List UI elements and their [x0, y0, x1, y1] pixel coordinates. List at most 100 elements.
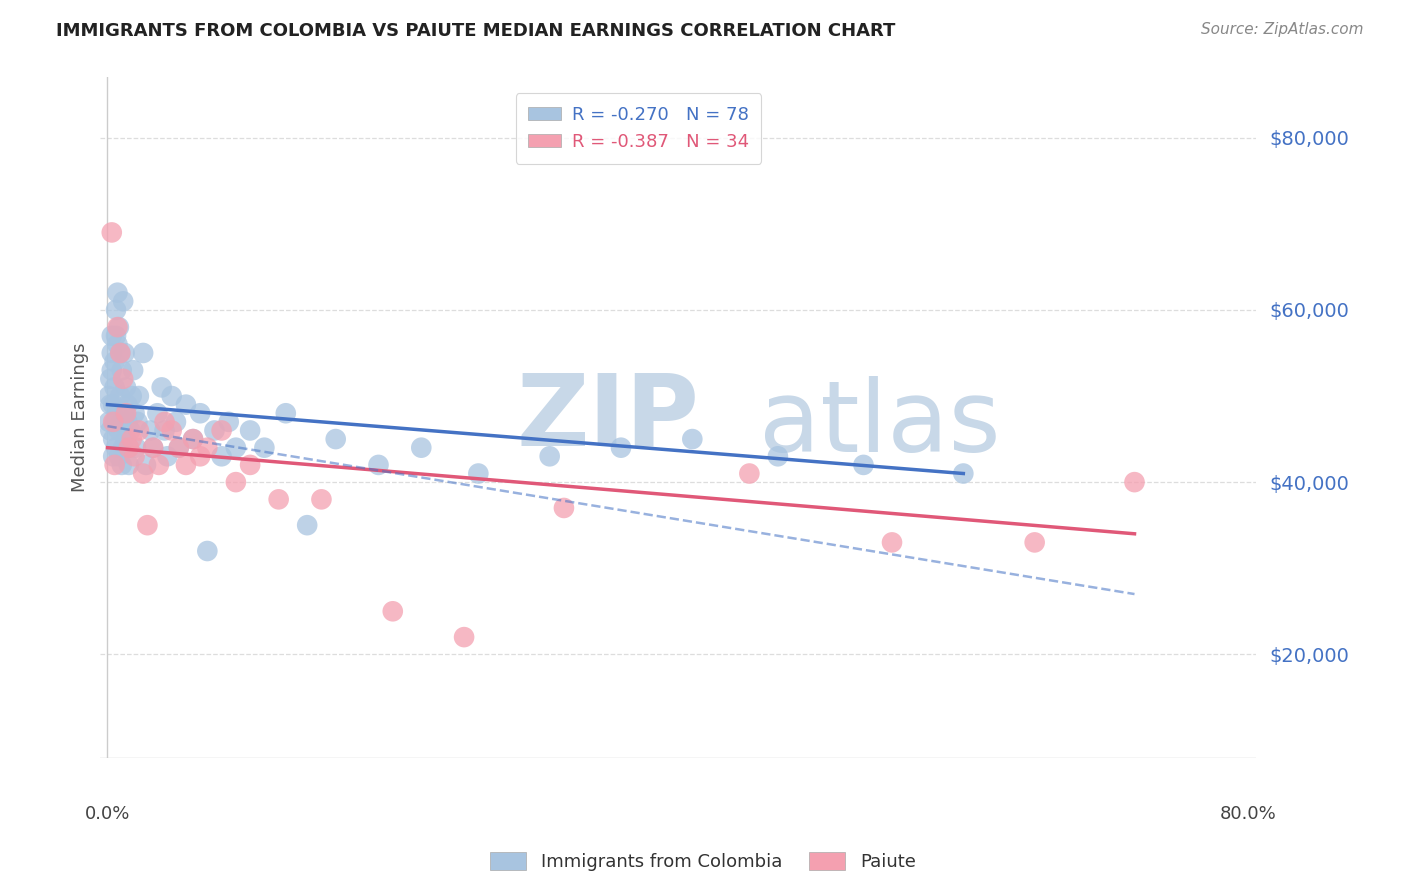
Point: [738, 467, 761, 481]
Point: [1024, 535, 1046, 549]
Point: [100, 226, 122, 240]
Text: IMMIGRANTS FROM COLOMBIA VS PAIUTE MEDIAN EARNINGS CORRELATION CHART: IMMIGRANTS FROM COLOMBIA VS PAIUTE MEDIA…: [56, 22, 896, 40]
Point: [110, 389, 132, 403]
Legend: Immigrants from Colombia, Paiute: Immigrants from Colombia, Paiute: [484, 845, 922, 879]
Point: [117, 415, 139, 429]
Point: [128, 389, 150, 403]
Point: [100, 328, 122, 343]
Point: [553, 500, 575, 515]
Point: [239, 458, 262, 472]
Point: [311, 492, 333, 507]
Point: [105, 441, 128, 455]
Point: [98, 398, 121, 412]
Point: [139, 424, 162, 438]
Point: [104, 354, 127, 368]
Point: [204, 424, 226, 438]
Point: [111, 415, 134, 429]
Point: [135, 458, 157, 472]
Point: [411, 441, 433, 455]
Point: [325, 432, 347, 446]
Point: [156, 450, 179, 464]
Point: [880, 535, 903, 549]
Point: [181, 432, 204, 446]
Point: [98, 424, 121, 438]
Point: [103, 398, 125, 412]
Point: [105, 328, 128, 343]
Point: [195, 544, 218, 558]
Point: [110, 346, 132, 360]
Point: [118, 441, 141, 455]
Text: 80.0%: 80.0%: [1220, 805, 1277, 823]
Point: [766, 450, 789, 464]
Point: [211, 450, 233, 464]
Point: [381, 604, 404, 618]
Point: [274, 406, 297, 420]
Point: [98, 372, 121, 386]
Point: [97, 415, 120, 429]
Point: [188, 450, 211, 464]
Point: [100, 363, 122, 377]
Point: [107, 320, 129, 334]
Point: [108, 450, 131, 464]
Point: [195, 441, 218, 455]
Point: [610, 441, 633, 455]
Point: [188, 406, 211, 420]
Point: [103, 450, 125, 464]
Point: [150, 380, 173, 394]
Text: Source: ZipAtlas.com: Source: ZipAtlas.com: [1201, 22, 1364, 37]
Point: [132, 346, 155, 360]
Point: [681, 432, 703, 446]
Point: [160, 389, 183, 403]
Point: [1123, 475, 1146, 490]
Point: [952, 467, 974, 481]
Point: [253, 441, 276, 455]
Point: [367, 458, 389, 472]
Point: [103, 432, 125, 446]
Point: [160, 424, 183, 438]
Point: [467, 467, 489, 481]
Point: [97, 389, 120, 403]
Point: [121, 432, 143, 446]
Point: [115, 380, 138, 394]
Point: [128, 424, 150, 438]
Point: [115, 406, 138, 420]
Point: [117, 398, 139, 412]
Point: [120, 424, 142, 438]
Point: [225, 441, 247, 455]
Point: [112, 372, 135, 386]
Point: [104, 380, 127, 394]
Text: ZIP: ZIP: [516, 369, 699, 466]
Point: [122, 363, 145, 377]
Point: [148, 458, 170, 472]
Point: [165, 415, 187, 429]
Point: [105, 302, 128, 317]
Point: [127, 415, 149, 429]
Point: [167, 441, 190, 455]
Point: [538, 450, 561, 464]
Point: [100, 346, 122, 360]
Point: [142, 441, 165, 455]
Point: [267, 492, 290, 507]
Point: [239, 424, 262, 438]
Point: [142, 441, 165, 455]
Point: [211, 424, 233, 438]
Point: [118, 441, 141, 455]
Text: 0.0%: 0.0%: [84, 805, 131, 823]
Text: atlas: atlas: [759, 376, 1001, 473]
Point: [225, 475, 247, 490]
Point: [107, 337, 129, 351]
Point: [125, 441, 148, 455]
Point: [103, 415, 125, 429]
Point: [104, 458, 127, 472]
Point: [174, 458, 197, 472]
Point: [107, 406, 129, 420]
Point: [110, 346, 132, 360]
Point: [181, 432, 204, 446]
Point: [153, 424, 176, 438]
Point: [111, 458, 134, 472]
Point: [121, 389, 143, 403]
Point: [114, 346, 136, 360]
Point: [108, 424, 131, 438]
Point: [112, 441, 135, 455]
Point: [112, 294, 135, 309]
